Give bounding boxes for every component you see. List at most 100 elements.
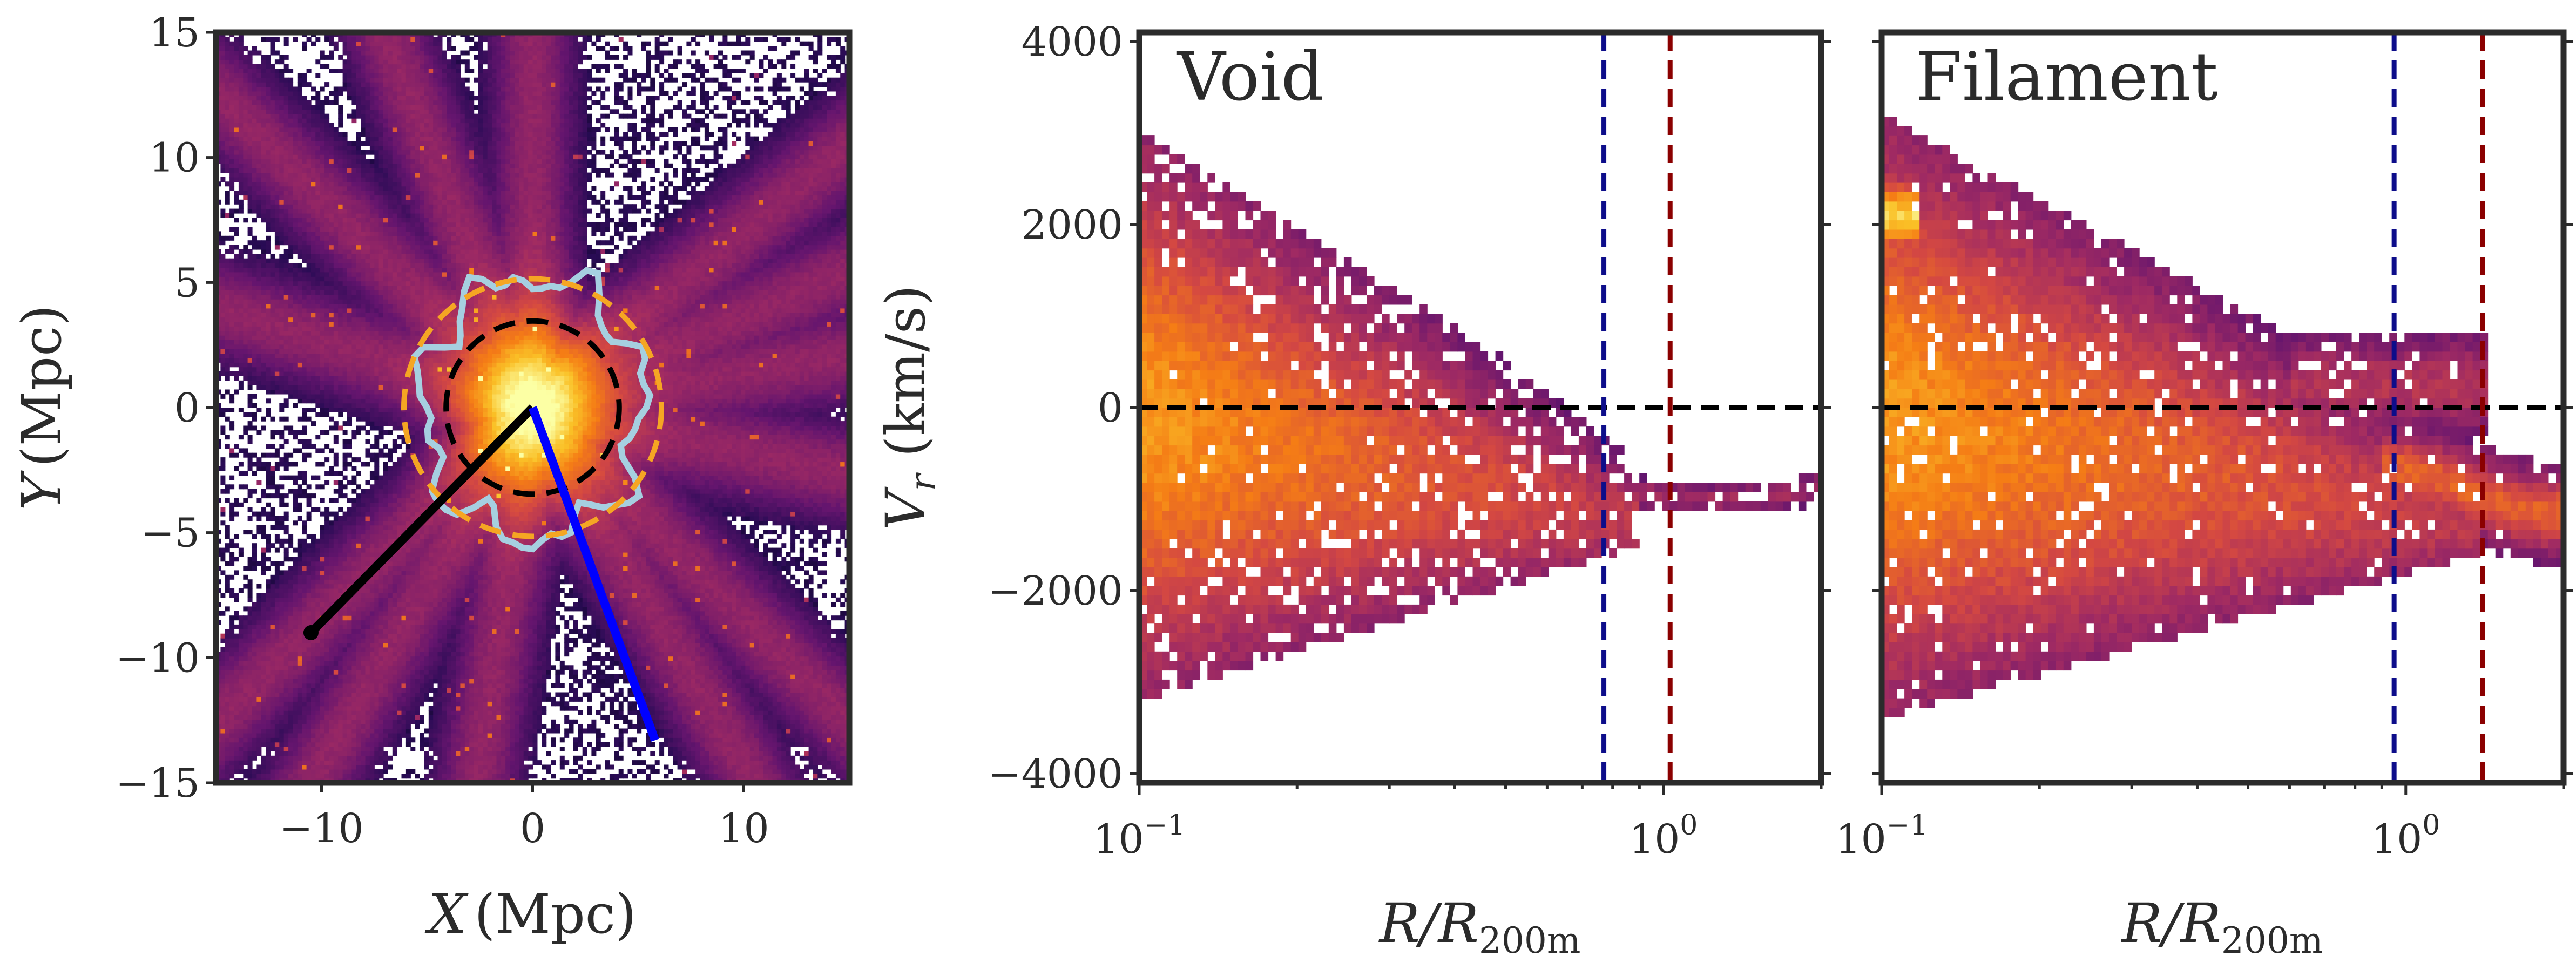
map-cell bbox=[261, 679, 266, 684]
map-cell bbox=[238, 285, 244, 290]
map-cell bbox=[306, 303, 312, 309]
map-cell bbox=[288, 462, 294, 467]
map-cell bbox=[315, 462, 321, 467]
map-cell bbox=[283, 254, 289, 259]
map-cell bbox=[329, 534, 334, 539]
map-cell bbox=[266, 719, 271, 724]
map-cell bbox=[356, 235, 361, 241]
map-cell bbox=[274, 154, 280, 160]
map-cell bbox=[243, 733, 248, 738]
map-cell bbox=[279, 688, 285, 693]
map-cell bbox=[302, 430, 307, 435]
map-cell bbox=[234, 371, 239, 376]
map-cell bbox=[365, 105, 370, 110]
map-cell bbox=[220, 357, 226, 363]
map-cell bbox=[261, 742, 266, 747]
map-cell bbox=[374, 376, 380, 381]
map-cell bbox=[342, 679, 348, 684]
map-cell bbox=[324, 543, 330, 548]
map-cell bbox=[356, 344, 361, 349]
map-cell bbox=[369, 511, 375, 517]
map-cell bbox=[351, 46, 357, 51]
map-cell bbox=[347, 82, 352, 87]
map-cell bbox=[297, 696, 302, 702]
map-cell bbox=[361, 172, 366, 178]
map-cell bbox=[361, 602, 366, 607]
map-cell bbox=[297, 91, 302, 96]
map-cell bbox=[329, 724, 334, 729]
map-cell bbox=[338, 86, 343, 92]
map-cell bbox=[342, 715, 348, 720]
map-cell bbox=[369, 371, 375, 376]
map-cell bbox=[270, 380, 275, 385]
map-cell bbox=[374, 530, 380, 535]
map-cell bbox=[342, 696, 348, 702]
map-cell bbox=[256, 91, 262, 96]
map-cell bbox=[270, 516, 275, 521]
map-cell bbox=[297, 308, 302, 313]
map-cell bbox=[229, 516, 235, 521]
map-cell bbox=[333, 737, 339, 743]
map-cell bbox=[247, 335, 253, 340]
map-cell bbox=[293, 335, 298, 340]
map-cell bbox=[256, 127, 262, 132]
map-cell bbox=[306, 593, 312, 598]
map-cell bbox=[302, 660, 307, 666]
map-cell bbox=[374, 150, 380, 155]
map-cell bbox=[324, 330, 330, 336]
map-cell bbox=[247, 136, 253, 141]
map-cell bbox=[320, 683, 325, 688]
map-cell bbox=[247, 706, 253, 711]
map-cell bbox=[347, 367, 352, 372]
map-cell bbox=[297, 679, 302, 684]
map-cell bbox=[283, 159, 289, 164]
map-cell bbox=[338, 769, 343, 774]
map-cell bbox=[288, 389, 294, 395]
map-cell bbox=[315, 733, 321, 738]
map-cell bbox=[225, 294, 230, 300]
map-cell bbox=[324, 227, 330, 232]
map-cell bbox=[374, 91, 380, 96]
map-cell bbox=[365, 353, 370, 358]
map-cell bbox=[261, 195, 266, 200]
map-cell bbox=[297, 584, 302, 589]
map-cell bbox=[238, 317, 244, 322]
map-cell bbox=[361, 769, 366, 774]
map-cell bbox=[220, 412, 226, 417]
map-cell bbox=[238, 669, 244, 675]
map-cell bbox=[270, 638, 275, 643]
map-cell bbox=[324, 218, 330, 223]
map-cell bbox=[266, 132, 271, 137]
map-cell bbox=[333, 498, 339, 503]
map-cell bbox=[333, 760, 339, 765]
map-cell bbox=[333, 733, 339, 738]
map-cell bbox=[247, 611, 253, 616]
map-cell bbox=[378, 507, 384, 512]
map-cell bbox=[279, 516, 285, 521]
map-cell bbox=[243, 96, 248, 101]
map-cell bbox=[274, 679, 280, 684]
map-cell bbox=[266, 313, 271, 318]
map-cell bbox=[369, 227, 375, 232]
map-cell bbox=[365, 647, 370, 652]
map-cell bbox=[324, 118, 330, 124]
map-cell bbox=[270, 82, 275, 87]
map-cell bbox=[302, 385, 307, 390]
map-cell bbox=[351, 376, 357, 381]
map-cell bbox=[356, 493, 361, 499]
map-cell bbox=[329, 498, 334, 503]
map-cell bbox=[356, 37, 361, 42]
map-cell bbox=[270, 371, 275, 376]
map-cell bbox=[247, 254, 253, 259]
map-cell bbox=[270, 416, 275, 422]
map-cell bbox=[306, 123, 312, 128]
map-cell bbox=[229, 77, 235, 83]
map-cell bbox=[315, 638, 321, 643]
map-cell bbox=[234, 113, 239, 119]
map-cell bbox=[270, 696, 275, 702]
map-cell bbox=[283, 362, 289, 368]
map-cell bbox=[361, 507, 366, 512]
map-cell bbox=[374, 353, 380, 358]
map-cell bbox=[225, 696, 230, 702]
map-cell bbox=[293, 579, 298, 585]
